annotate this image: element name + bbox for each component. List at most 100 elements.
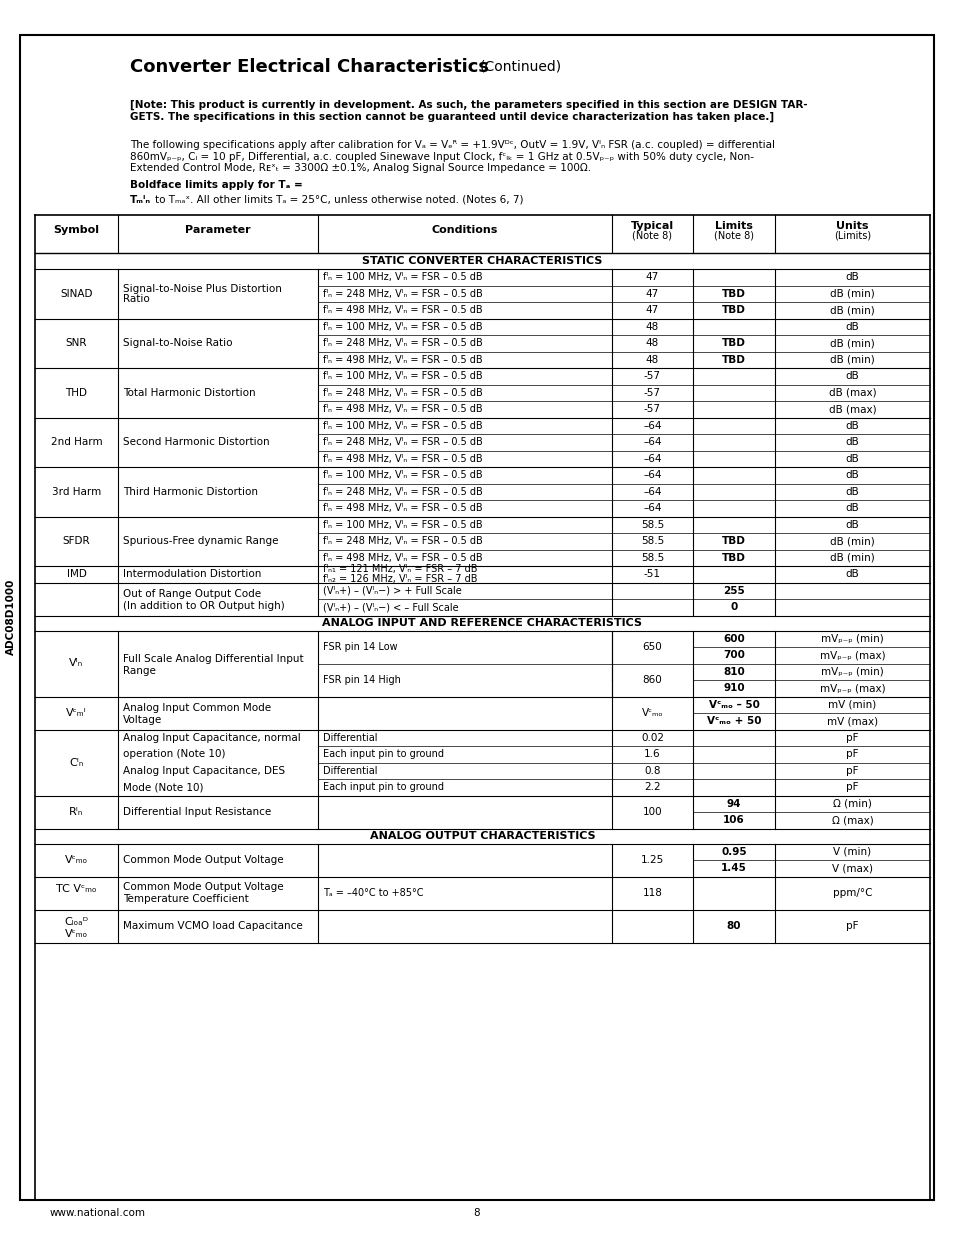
Text: Full Scale Analog Differential Input: Full Scale Analog Differential Input <box>123 653 303 663</box>
Text: 650: 650 <box>642 642 661 652</box>
Text: THD: THD <box>66 388 88 398</box>
Text: 1.6: 1.6 <box>643 750 660 760</box>
Text: dB (min): dB (min) <box>829 354 874 364</box>
Text: Converter Electrical Characteristics: Converter Electrical Characteristics <box>130 58 489 77</box>
Text: fᴵₙ = 100 MHz, Vᴵₙ = FSR – 0.5 dB: fᴵₙ = 100 MHz, Vᴵₙ = FSR – 0.5 dB <box>323 471 482 480</box>
Text: 700: 700 <box>722 651 744 661</box>
Text: mV (min): mV (min) <box>827 700 876 710</box>
Text: SFDR: SFDR <box>63 536 91 546</box>
Text: -51: -51 <box>643 569 660 579</box>
Text: (In addition to OR Output high): (In addition to OR Output high) <box>123 601 284 611</box>
Text: pF: pF <box>845 766 858 776</box>
Text: –64: –64 <box>642 453 661 464</box>
Text: -57: -57 <box>643 388 660 398</box>
Text: 2.2: 2.2 <box>643 782 660 792</box>
Text: ppm/°C: ppm/°C <box>832 888 871 898</box>
Text: dB: dB <box>844 322 859 332</box>
Text: (Vᴵₙ+) – (Vᴵₙ−) > + Full Scale: (Vᴵₙ+) – (Vᴵₙ−) > + Full Scale <box>323 585 461 595</box>
Text: ANALOG INPUT AND REFERENCE CHARACTERISTICS: ANALOG INPUT AND REFERENCE CHARACTERISTI… <box>322 618 641 629</box>
Text: mV (max): mV (max) <box>826 716 877 726</box>
Text: SINAD: SINAD <box>60 289 92 299</box>
Text: Vᴵₙ: Vᴵₙ <box>70 658 84 668</box>
Text: 3rd Harm: 3rd Harm <box>51 487 101 496</box>
Text: 1.25: 1.25 <box>640 855 663 864</box>
Text: 58.5: 58.5 <box>640 536 663 546</box>
Text: -57: -57 <box>643 372 660 382</box>
Text: 48: 48 <box>645 354 659 364</box>
Text: Mode (Note 10): Mode (Note 10) <box>123 782 203 792</box>
Text: –64: –64 <box>642 487 661 496</box>
Text: fᴵₙ = 100 MHz, Vᴵₙ = FSR – 0.5 dB: fᴵₙ = 100 MHz, Vᴵₙ = FSR – 0.5 dB <box>323 421 482 431</box>
Text: SNR: SNR <box>66 338 87 348</box>
Text: Third Harmonic Distortion: Third Harmonic Distortion <box>123 487 257 496</box>
Text: 0.8: 0.8 <box>643 766 660 776</box>
Text: fᴵₙ = 100 MHz, Vᴵₙ = FSR – 0.5 dB: fᴵₙ = 100 MHz, Vᴵₙ = FSR – 0.5 dB <box>323 520 482 530</box>
Text: dB: dB <box>844 503 859 514</box>
Text: fᴵₙ = 498 MHz, Vᴵₙ = FSR – 0.5 dB: fᴵₙ = 498 MHz, Vᴵₙ = FSR – 0.5 dB <box>323 453 482 464</box>
Text: 100: 100 <box>642 806 661 818</box>
Text: fᴵₙ₁ = 121 MHz, Vᴵₙ = FSR – 7 dB: fᴵₙ₁ = 121 MHz, Vᴵₙ = FSR – 7 dB <box>323 564 477 574</box>
Text: Intermodulation Distortion: Intermodulation Distortion <box>123 569 261 579</box>
Text: (Vᴵₙ+) – (Vᴵₙ−) < – Full Scale: (Vᴵₙ+) – (Vᴵₙ−) < – Full Scale <box>323 603 458 613</box>
Text: dB: dB <box>844 471 859 480</box>
Text: mVₚ₋ₚ (max): mVₚ₋ₚ (max) <box>819 683 884 693</box>
Text: Ω (min): Ω (min) <box>832 799 871 809</box>
Text: Analog Input Common Mode: Analog Input Common Mode <box>123 703 271 713</box>
Text: Voltage: Voltage <box>123 715 162 725</box>
Text: TBD: TBD <box>721 338 745 348</box>
Text: Differential: Differential <box>323 766 377 776</box>
Text: dB (min): dB (min) <box>829 553 874 563</box>
Text: fᴵₙ = 248 MHz, Vᴵₙ = FSR – 0.5 dB: fᴵₙ = 248 MHz, Vᴵₙ = FSR – 0.5 dB <box>323 536 482 546</box>
Text: pF: pF <box>845 732 858 742</box>
Text: TBD: TBD <box>721 553 745 563</box>
Text: fᴵₙ₂ = 126 MHz, Vᴵₙ = FSR – 7 dB: fᴵₙ₂ = 126 MHz, Vᴵₙ = FSR – 7 dB <box>323 574 477 584</box>
Text: 106: 106 <box>722 815 744 825</box>
Text: Tₘᴵₙ: Tₘᴵₙ <box>130 195 151 205</box>
Text: Units: Units <box>836 221 868 231</box>
Text: Vᶜₘₒ: Vᶜₘₒ <box>65 855 88 864</box>
Text: Typical: Typical <box>630 221 674 231</box>
Text: 255: 255 <box>722 585 744 595</box>
Text: Temperature Coefficient: Temperature Coefficient <box>123 894 249 904</box>
Text: IMD: IMD <box>67 569 87 579</box>
Text: 2nd Harm: 2nd Harm <box>51 437 102 447</box>
Text: dB: dB <box>844 372 859 382</box>
Text: 47: 47 <box>645 289 659 299</box>
Text: mVₚ₋ₚ (min): mVₚ₋ₚ (min) <box>821 634 882 643</box>
Text: V (max): V (max) <box>831 863 872 873</box>
Text: fᴵₙ = 248 MHz, Vᴵₙ = FSR – 0.5 dB: fᴵₙ = 248 MHz, Vᴵₙ = FSR – 0.5 dB <box>323 437 482 447</box>
Text: FSR pin 14 High: FSR pin 14 High <box>323 676 400 685</box>
Text: 94: 94 <box>726 799 740 809</box>
Text: pF: pF <box>845 750 858 760</box>
Text: TBD: TBD <box>721 289 745 299</box>
Text: 118: 118 <box>642 888 661 898</box>
Text: Common Mode Output Voltage: Common Mode Output Voltage <box>123 882 283 892</box>
Text: Conditions: Conditions <box>432 225 497 235</box>
Text: to Tₘₐˣ. All other limits Tₐ = 25°C, unless otherwise noted. (Notes 6, 7): to Tₘₐˣ. All other limits Tₐ = 25°C, unl… <box>154 195 523 205</box>
Text: TBD: TBD <box>721 305 745 315</box>
Text: [Note: This product is currently in development. As such, the parameters specifi: [Note: This product is currently in deve… <box>130 100 807 122</box>
Text: pF: pF <box>845 782 858 792</box>
Text: mVₚ₋ₚ (min): mVₚ₋ₚ (min) <box>821 667 882 677</box>
Text: fᴵₙ = 248 MHz, Vᴵₙ = FSR – 0.5 dB: fᴵₙ = 248 MHz, Vᴵₙ = FSR – 0.5 dB <box>323 487 482 496</box>
Text: Each input pin to ground: Each input pin to ground <box>323 750 443 760</box>
Text: 1.45: 1.45 <box>720 863 746 873</box>
Text: TBD: TBD <box>721 354 745 364</box>
Text: 58.5: 58.5 <box>640 553 663 563</box>
Text: Differential: Differential <box>323 732 377 742</box>
Text: –64: –64 <box>642 471 661 480</box>
Text: Parameter: Parameter <box>185 225 251 235</box>
Text: fᴵₙ = 498 MHz, Vᴵₙ = FSR – 0.5 dB: fᴵₙ = 498 MHz, Vᴵₙ = FSR – 0.5 dB <box>323 404 482 414</box>
Text: -57: -57 <box>643 404 660 414</box>
Text: dB: dB <box>844 569 859 579</box>
Text: fᴵₙ = 248 MHz, Vᴵₙ = FSR – 0.5 dB: fᴵₙ = 248 MHz, Vᴵₙ = FSR – 0.5 dB <box>323 338 482 348</box>
Text: fᴵₙ = 100 MHz, Vᴵₙ = FSR – 0.5 dB: fᴵₙ = 100 MHz, Vᴵₙ = FSR – 0.5 dB <box>323 372 482 382</box>
Text: www.national.com: www.national.com <box>50 1208 146 1218</box>
Text: STATIC CONVERTER CHARACTERISTICS: STATIC CONVERTER CHARACTERISTICS <box>362 256 602 266</box>
Text: 8: 8 <box>474 1208 479 1218</box>
Text: dB (max): dB (max) <box>828 404 876 414</box>
Text: Signal-to-Noise Plus Distortion: Signal-to-Noise Plus Distortion <box>123 284 281 294</box>
Text: Vᶜₘₒ: Vᶜₘₒ <box>641 708 662 718</box>
Text: dB: dB <box>844 453 859 464</box>
Text: dB: dB <box>844 520 859 530</box>
